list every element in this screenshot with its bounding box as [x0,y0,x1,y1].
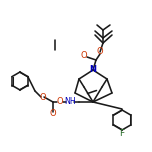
Text: N: N [90,64,97,74]
Text: O: O [50,109,56,119]
Text: F: F [119,128,124,138]
Text: O: O [40,93,46,102]
Text: O: O [57,97,63,107]
Text: O: O [81,52,87,60]
Text: O: O [97,47,103,55]
Text: NH: NH [64,97,76,107]
